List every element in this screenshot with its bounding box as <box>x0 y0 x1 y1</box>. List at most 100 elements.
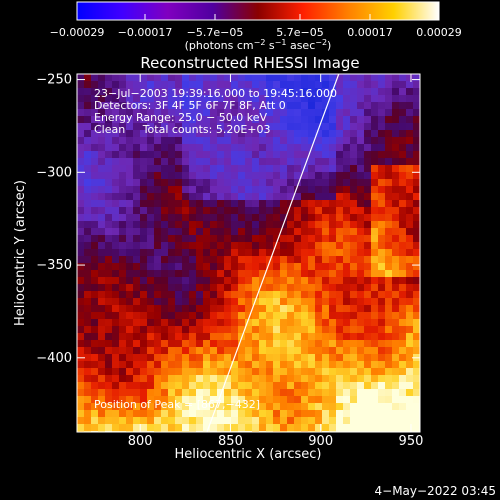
heatmap-cell <box>126 326 134 334</box>
heatmap-cell <box>294 312 302 320</box>
heatmap-cell <box>406 403 414 411</box>
heatmap-cell <box>154 137 162 145</box>
heatmap-cell <box>287 312 295 320</box>
heatmap-cell <box>133 193 141 201</box>
heatmap-cell <box>273 116 281 124</box>
heatmap-cell <box>266 291 274 299</box>
heatmap-cell <box>252 403 260 411</box>
heatmap-cell <box>378 144 386 152</box>
heatmap-cell <box>259 172 267 180</box>
heatmap-cell <box>84 361 92 369</box>
heatmap-cell <box>357 123 365 131</box>
heatmap-cell <box>392 389 400 397</box>
heatmap-cell <box>266 151 274 159</box>
heatmap-cell <box>378 368 386 376</box>
heatmap-cell <box>217 277 225 285</box>
heatmap-cell <box>364 228 372 236</box>
heatmap-cell <box>196 74 204 82</box>
heatmap-cell <box>294 340 302 348</box>
heatmap-cell <box>371 109 379 117</box>
heatmap-cell <box>413 298 420 306</box>
heatmap-cell <box>287 333 295 341</box>
heatmap-cell <box>378 382 386 390</box>
heatmap-cell <box>336 347 344 355</box>
heatmap-cell <box>329 382 337 390</box>
heatmap-cell <box>329 172 337 180</box>
heatmap-cell <box>364 326 372 334</box>
heatmap-cell <box>357 382 365 390</box>
heatmap-cell <box>154 298 162 306</box>
heatmap-cell <box>175 249 183 257</box>
heatmap-cell <box>399 179 407 187</box>
heatmap-cell <box>168 144 176 152</box>
heatmap-cell <box>406 137 414 145</box>
heatmap-cell <box>196 116 204 124</box>
heatmap-cell <box>273 228 281 236</box>
heatmap-cell <box>203 347 211 355</box>
heatmap-cell <box>133 354 141 362</box>
heatmap-cell <box>406 361 414 369</box>
heatmap-cell <box>350 228 358 236</box>
heatmap-cell <box>350 109 358 117</box>
heatmap-cell <box>105 109 113 117</box>
heatmap-cell <box>378 165 386 173</box>
heatmap-cell <box>84 326 92 334</box>
heatmap-cell <box>385 102 393 110</box>
heatmap-cell <box>119 193 127 201</box>
heatmap-cell <box>189 95 197 103</box>
heatmap-cell <box>231 249 239 257</box>
heatmap-cell <box>133 228 141 236</box>
heatmap-cell <box>301 81 309 89</box>
heatmap-cell <box>168 333 176 341</box>
heatmap-cell <box>98 368 106 376</box>
heatmap-cell <box>196 319 204 327</box>
heatmap-cell <box>399 200 407 208</box>
heatmap-cell <box>245 340 253 348</box>
heatmap-cell <box>154 158 162 166</box>
heatmap-cell <box>329 270 337 278</box>
heatmap-cell <box>189 284 197 292</box>
heatmap-cell <box>182 165 190 173</box>
heatmap-cell <box>140 88 148 96</box>
heatmap-cell <box>189 242 197 250</box>
heatmap-cell <box>322 424 330 432</box>
heatmap-cell <box>98 347 106 355</box>
heatmap-cell <box>315 151 323 159</box>
y-axis-label: Heliocentric Y (arcsec) <box>13 180 28 326</box>
heatmap-cell <box>315 158 323 166</box>
heatmap-cell <box>175 305 183 313</box>
heatmap-cell <box>301 410 309 418</box>
heatmap-cell <box>175 221 183 229</box>
heatmap-cell <box>105 312 113 320</box>
x-tick-label: 800 <box>128 434 153 449</box>
heatmap-cell <box>273 389 281 397</box>
heatmap-cell <box>343 354 351 362</box>
heatmap-cell <box>196 228 204 236</box>
heatmap-cell <box>210 347 218 355</box>
heatmap-cell <box>357 340 365 348</box>
heatmap-cell <box>217 333 225 341</box>
heatmap-cell <box>126 424 134 432</box>
heatmap-cell <box>105 396 113 404</box>
heatmap-cell <box>133 424 141 432</box>
heatmap-cell <box>147 81 155 89</box>
heatmap-cell <box>231 368 239 376</box>
heatmap-cell <box>413 88 420 96</box>
heatmap-cell <box>259 396 267 404</box>
heatmap-cell <box>266 326 274 334</box>
heatmap-cell <box>98 193 106 201</box>
heatmap-cell <box>273 130 281 138</box>
heatmap-cell <box>168 165 176 173</box>
heatmap-cell <box>273 284 281 292</box>
heatmap-cell <box>168 249 176 257</box>
heatmap-cell <box>133 298 141 306</box>
heatmap-cell <box>231 389 239 397</box>
heatmap-cell <box>203 74 211 82</box>
heatmap-cell <box>161 382 169 390</box>
heatmap-cell <box>133 368 141 376</box>
heatmap-cell <box>294 193 302 201</box>
heatmap-cell <box>154 228 162 236</box>
heatmap-cell <box>119 291 127 299</box>
heatmap-cell <box>322 144 330 152</box>
heatmap-cell <box>273 200 281 208</box>
